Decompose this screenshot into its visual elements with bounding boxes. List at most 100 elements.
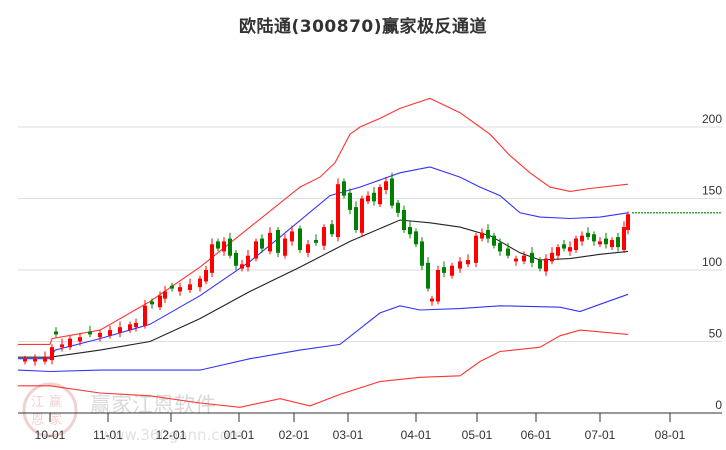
candle bbox=[128, 324, 132, 331]
candle bbox=[210, 244, 214, 273]
candle bbox=[222, 241, 226, 252]
svg-text:赢: 赢 bbox=[49, 394, 62, 410]
y-tick-label: 50 bbox=[709, 327, 723, 341]
y-tick-label: 150 bbox=[702, 184, 722, 198]
x-axis: 10-01 11-01 12-01 01-01 02-01 03-01 04-01 05-01… bbox=[18, 412, 722, 442]
candle bbox=[348, 192, 352, 210]
candle bbox=[420, 241, 424, 266]
candle bbox=[158, 295, 162, 308]
candle bbox=[366, 195, 370, 202]
y-tick-label: 100 bbox=[702, 255, 722, 269]
x-tick-label: 04-01 bbox=[401, 428, 432, 442]
candle bbox=[498, 242, 502, 252]
candle bbox=[150, 301, 154, 305]
candle bbox=[50, 347, 54, 361]
candle bbox=[622, 227, 626, 250]
candle bbox=[530, 252, 534, 263]
y-tick-label: 0 bbox=[715, 398, 722, 412]
x-tick-label: 01-01 bbox=[224, 428, 255, 442]
candle bbox=[592, 234, 596, 242]
candle bbox=[466, 259, 470, 265]
candle bbox=[98, 332, 102, 338]
candle bbox=[354, 207, 358, 230]
y-axis-labels: 0 50 100 150 200 bbox=[702, 112, 722, 412]
x-tick-label: 07-01 bbox=[585, 428, 616, 442]
candle bbox=[458, 261, 462, 269]
watermark-url: www.360gann.com bbox=[100, 426, 243, 444]
candle bbox=[604, 238, 608, 245]
candle bbox=[33, 358, 37, 362]
candle bbox=[283, 238, 287, 256]
candle bbox=[442, 267, 446, 273]
candle bbox=[586, 232, 590, 238]
candle bbox=[290, 231, 294, 242]
lower-inner-band-line bbox=[17, 293, 629, 373]
candle bbox=[598, 241, 602, 245]
candle bbox=[426, 262, 430, 289]
candle bbox=[336, 184, 340, 238]
candle bbox=[522, 255, 526, 262]
candle bbox=[118, 327, 122, 333]
candlesticks bbox=[23, 172, 630, 366]
candle bbox=[492, 235, 496, 246]
candle bbox=[396, 202, 400, 213]
candle bbox=[342, 181, 346, 196]
candle bbox=[402, 209, 406, 230]
svg-text:家: 家 bbox=[49, 412, 62, 428]
candle bbox=[163, 291, 167, 299]
candle bbox=[240, 264, 244, 269]
candle bbox=[580, 235, 584, 242]
lower-outer-band-line bbox=[18, 329, 629, 408]
candle bbox=[276, 229, 280, 253]
candle bbox=[562, 244, 566, 249]
candle bbox=[514, 258, 518, 262]
candle bbox=[506, 248, 510, 256]
x-tick-label: 10-01 bbox=[35, 428, 66, 442]
candle bbox=[298, 228, 302, 250]
candle bbox=[480, 232, 484, 239]
x-tick-label: 02-01 bbox=[279, 428, 310, 442]
candle bbox=[43, 357, 47, 362]
candle bbox=[268, 232, 272, 252]
candle bbox=[170, 285, 174, 289]
candle bbox=[23, 358, 27, 362]
candle bbox=[216, 241, 220, 249]
candle bbox=[610, 239, 614, 248]
candle bbox=[88, 331, 92, 335]
candle bbox=[556, 247, 560, 256]
candle bbox=[54, 331, 58, 335]
x-tick-label: 06-01 bbox=[521, 428, 552, 442]
candle bbox=[626, 214, 630, 230]
candle bbox=[68, 338, 72, 348]
x-tick-label: 03-01 bbox=[333, 428, 364, 442]
candle bbox=[414, 231, 418, 245]
candle bbox=[108, 330, 112, 336]
candle bbox=[198, 278, 202, 288]
candle bbox=[486, 229, 490, 239]
candle bbox=[430, 298, 434, 302]
candle bbox=[550, 252, 554, 262]
candle bbox=[188, 284, 192, 291]
candle bbox=[436, 270, 440, 302]
candle bbox=[360, 198, 364, 233]
candle bbox=[306, 244, 310, 253]
candle bbox=[544, 258, 548, 272]
candle bbox=[314, 239, 318, 243]
svg-text:恩: 恩 bbox=[31, 413, 44, 428]
channel-lines bbox=[17, 97, 722, 408]
candle bbox=[574, 238, 578, 250]
candle bbox=[474, 235, 478, 263]
x-tick-label: 08-01 bbox=[655, 428, 686, 442]
candle bbox=[616, 237, 620, 248]
candle bbox=[204, 270, 208, 282]
candle bbox=[260, 238, 264, 249]
x-tick-label: 05-01 bbox=[462, 428, 493, 442]
candle bbox=[538, 259, 542, 269]
x-tick-label: 11-01 bbox=[93, 428, 123, 442]
candle bbox=[228, 238, 232, 256]
candle bbox=[322, 227, 326, 246]
candle bbox=[330, 224, 334, 235]
candle bbox=[254, 241, 258, 259]
candle bbox=[390, 178, 394, 206]
